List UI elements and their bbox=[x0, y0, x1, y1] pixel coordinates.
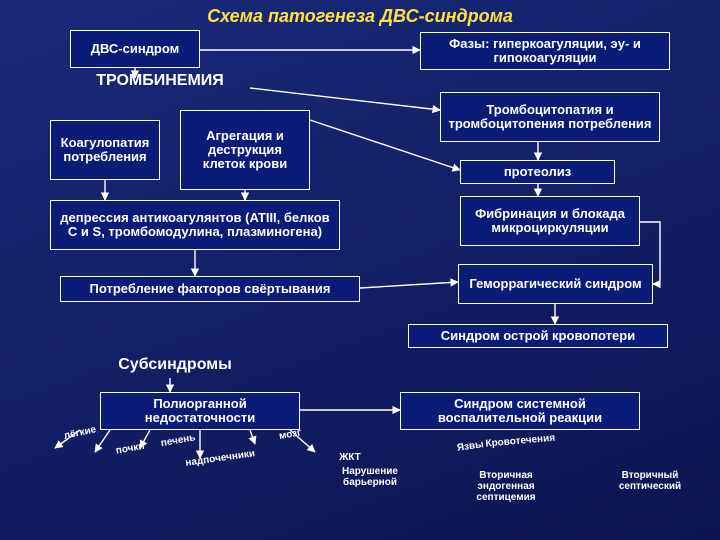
small-sept: Вторичный септический bbox=[600, 470, 700, 492]
small-endo: Вторичная эндогенная септицемия bbox=[456, 470, 556, 503]
small-narush: Нарушение барьерной bbox=[320, 466, 420, 488]
diagram-title: Схема патогенеза ДВС-синдрома bbox=[0, 6, 720, 27]
node-krov: Синдром острой кровопотери bbox=[408, 324, 668, 348]
node-phases: Фазы: гиперкоагуляции, эу- и гипокоагуля… bbox=[420, 32, 670, 70]
node-polyorg: Полиорганной недостаточности bbox=[100, 392, 300, 430]
small-zhkt: ЖКТ bbox=[300, 452, 400, 463]
node-dvs: ДВС-синдром bbox=[70, 30, 200, 68]
node-proteo: протеолиз bbox=[460, 160, 615, 184]
node-hemorr: Геморрагический синдром bbox=[458, 264, 653, 304]
node-coag: Коагулопатия потребления bbox=[50, 120, 160, 180]
node-sirs: Синдром системной воспалительной реакции bbox=[400, 392, 640, 430]
label-thromb: ТРОМБИНЕМИЯ bbox=[70, 72, 250, 90]
node-depr: депрессия антикоагулянтов (ATIII, белков… bbox=[50, 200, 340, 250]
node-fibr: Фибринация и блокада микроциркуляции bbox=[460, 196, 640, 246]
node-potreb: Потребление факторов свёртывания bbox=[60, 276, 360, 302]
node-aggr: Агрегация и деструкция клеток крови bbox=[180, 110, 310, 190]
label-subsynd: Субсиндромы bbox=[95, 356, 255, 374]
node-tcp: Тромбоцитопатия и тромбоцитопения потреб… bbox=[440, 92, 660, 142]
